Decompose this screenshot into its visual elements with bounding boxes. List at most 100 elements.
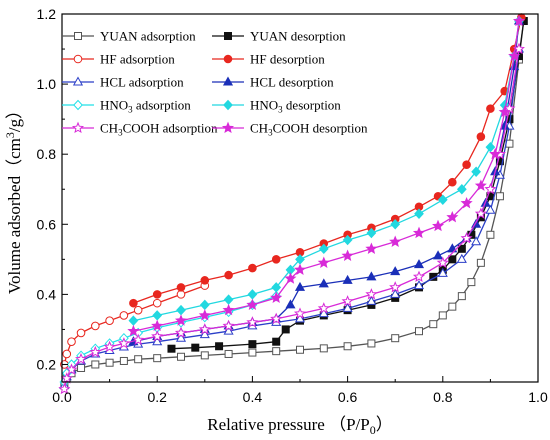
legend-marker	[73, 54, 83, 64]
data-point	[456, 184, 467, 195]
data-point	[457, 292, 466, 301]
data-point	[294, 281, 306, 291]
data-point	[342, 274, 353, 284]
data-point	[437, 267, 448, 277]
data-point	[343, 342, 352, 351]
data-point	[485, 141, 496, 153]
data-point	[176, 304, 186, 316]
data-point	[446, 210, 459, 223]
data-point	[151, 319, 164, 332]
data-point	[152, 290, 162, 299]
data-point	[65, 363, 78, 375]
y-tick-label: 0.2	[37, 356, 57, 372]
data-point	[224, 349, 233, 358]
legend-item-1: YUAN desorption	[212, 29, 346, 44]
data-point	[365, 242, 378, 254]
series-8	[58, 42, 525, 395]
data-point	[485, 204, 496, 214]
data-point	[367, 339, 376, 348]
legend-label: HF adsorption	[100, 52, 175, 67]
data-point	[414, 208, 424, 220]
data-point	[486, 230, 495, 239]
series-9	[127, 14, 525, 337]
data-point	[248, 263, 257, 273]
legend-marker	[224, 32, 232, 40]
y-axis-title: Volume adsorbed（cm3/g）	[3, 102, 24, 294]
legend-item-8: CH3COOH adsorption	[62, 121, 218, 138]
data-point	[247, 289, 258, 300]
legend-label: HNO3 adsorption	[100, 98, 191, 115]
legend-item-6: HNO3 adsorption	[62, 98, 191, 115]
data-point	[200, 276, 210, 285]
series-3	[129, 13, 526, 308]
data-point	[198, 323, 211, 335]
series-0	[60, 17, 528, 390]
data-point	[199, 329, 210, 339]
x-tick-label: 0.6	[338, 389, 358, 405]
legend-marker	[73, 99, 83, 111]
data-point	[467, 278, 476, 287]
data-point	[474, 179, 487, 191]
data-point	[119, 311, 129, 320]
data-point	[246, 316, 259, 328]
data-point	[317, 302, 330, 314]
data-point	[224, 270, 233, 280]
x-tick-label: 0.2	[147, 389, 167, 405]
data-point	[129, 298, 138, 308]
axes-layer: 0.0 0.2 0.4 0.6 0.8 1.0 0.2 0.4 0.6 0.8 1.0 1.2	[37, 6, 548, 405]
data-point	[415, 327, 423, 336]
legend-item-2: HF adsorption	[62, 52, 175, 67]
x-tick-label: 0.8	[433, 389, 453, 405]
data-point	[486, 104, 495, 113]
data-point	[448, 255, 457, 264]
legend-marker	[222, 76, 234, 86]
data-point	[77, 363, 86, 372]
data-point	[448, 302, 457, 311]
data-point	[153, 354, 162, 363]
data-point	[127, 324, 140, 337]
data-point	[318, 243, 329, 255]
data-point	[484, 182, 497, 195]
legend-marker	[223, 99, 233, 111]
y-tick-label: 1.0	[37, 76, 57, 92]
data-point	[366, 227, 377, 239]
data-point	[296, 345, 304, 354]
data-point	[76, 328, 86, 338]
legend-item-7: HNO3 desorption	[212, 98, 341, 115]
legend-item-3: HF desorption	[212, 52, 325, 67]
data-point	[471, 166, 482, 177]
data-point	[341, 295, 354, 307]
data-point	[75, 352, 88, 365]
legend-item-4: HCL adsorption	[62, 75, 184, 90]
data-point	[91, 360, 100, 369]
data-point	[456, 253, 467, 263]
data-point	[133, 305, 143, 315]
data-point	[105, 316, 114, 325]
data-point	[438, 311, 447, 320]
data-point	[175, 332, 187, 342]
data-point	[222, 303, 235, 316]
data-point	[512, 14, 525, 27]
data-point	[105, 358, 114, 367]
legend-label: CH3COOH desorption	[250, 121, 368, 138]
data-point	[272, 337, 281, 346]
data-point	[508, 49, 521, 62]
x-tick-label: 0.4	[243, 389, 263, 405]
data-point	[222, 319, 235, 332]
data-point	[389, 281, 402, 293]
data-point	[293, 307, 307, 319]
data-point	[366, 295, 377, 305]
data-point	[474, 207, 487, 219]
data-point	[62, 349, 72, 359]
data-point	[390, 219, 401, 230]
data-point	[174, 326, 188, 339]
data-point	[366, 271, 377, 281]
data-point	[476, 132, 486, 141]
data-point	[191, 343, 200, 352]
data-point	[199, 299, 210, 311]
data-point	[412, 226, 426, 239]
series-7	[128, 15, 524, 326]
data-point	[429, 320, 438, 329]
legend-label: HNO3 desorption	[250, 98, 341, 115]
